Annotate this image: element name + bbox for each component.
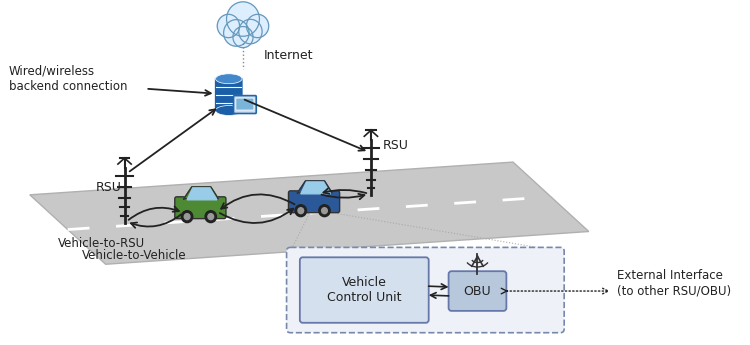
Circle shape	[205, 211, 217, 223]
Text: Wired/wireless
backend connection: Wired/wireless backend connection	[9, 65, 128, 93]
FancyBboxPatch shape	[233, 96, 256, 114]
Polygon shape	[298, 181, 332, 193]
Ellipse shape	[215, 74, 242, 84]
Polygon shape	[187, 188, 217, 200]
Circle shape	[182, 211, 193, 223]
Circle shape	[226, 2, 260, 36]
Polygon shape	[301, 182, 331, 194]
FancyBboxPatch shape	[300, 257, 429, 323]
Text: Internet: Internet	[264, 49, 314, 62]
Text: Vehicle-to-Vehicle: Vehicle-to-Vehicle	[82, 249, 187, 263]
Circle shape	[224, 20, 249, 46]
Circle shape	[217, 14, 239, 38]
Circle shape	[238, 19, 262, 44]
Circle shape	[295, 205, 307, 217]
Circle shape	[247, 14, 268, 38]
Circle shape	[298, 208, 304, 214]
Circle shape	[319, 205, 330, 217]
Text: OBU: OBU	[464, 285, 491, 297]
FancyBboxPatch shape	[286, 247, 564, 333]
Circle shape	[233, 27, 253, 48]
Circle shape	[208, 214, 214, 220]
Circle shape	[322, 208, 327, 214]
Circle shape	[184, 214, 190, 220]
Text: Vehicle
Control Unit: Vehicle Control Unit	[327, 276, 401, 304]
Text: RSU: RSU	[96, 181, 122, 194]
FancyBboxPatch shape	[214, 78, 243, 111]
FancyBboxPatch shape	[448, 271, 506, 311]
FancyBboxPatch shape	[236, 98, 254, 110]
Text: RSU: RSU	[382, 139, 408, 152]
FancyBboxPatch shape	[175, 197, 226, 219]
Text: Vehicle-to-RSU: Vehicle-to-RSU	[58, 237, 146, 250]
Polygon shape	[184, 187, 218, 199]
FancyBboxPatch shape	[289, 191, 340, 213]
Ellipse shape	[215, 106, 242, 116]
Polygon shape	[30, 162, 589, 264]
Text: External Interface
(to other RSU/OBU): External Interface (to other RSU/OBU)	[617, 269, 731, 297]
